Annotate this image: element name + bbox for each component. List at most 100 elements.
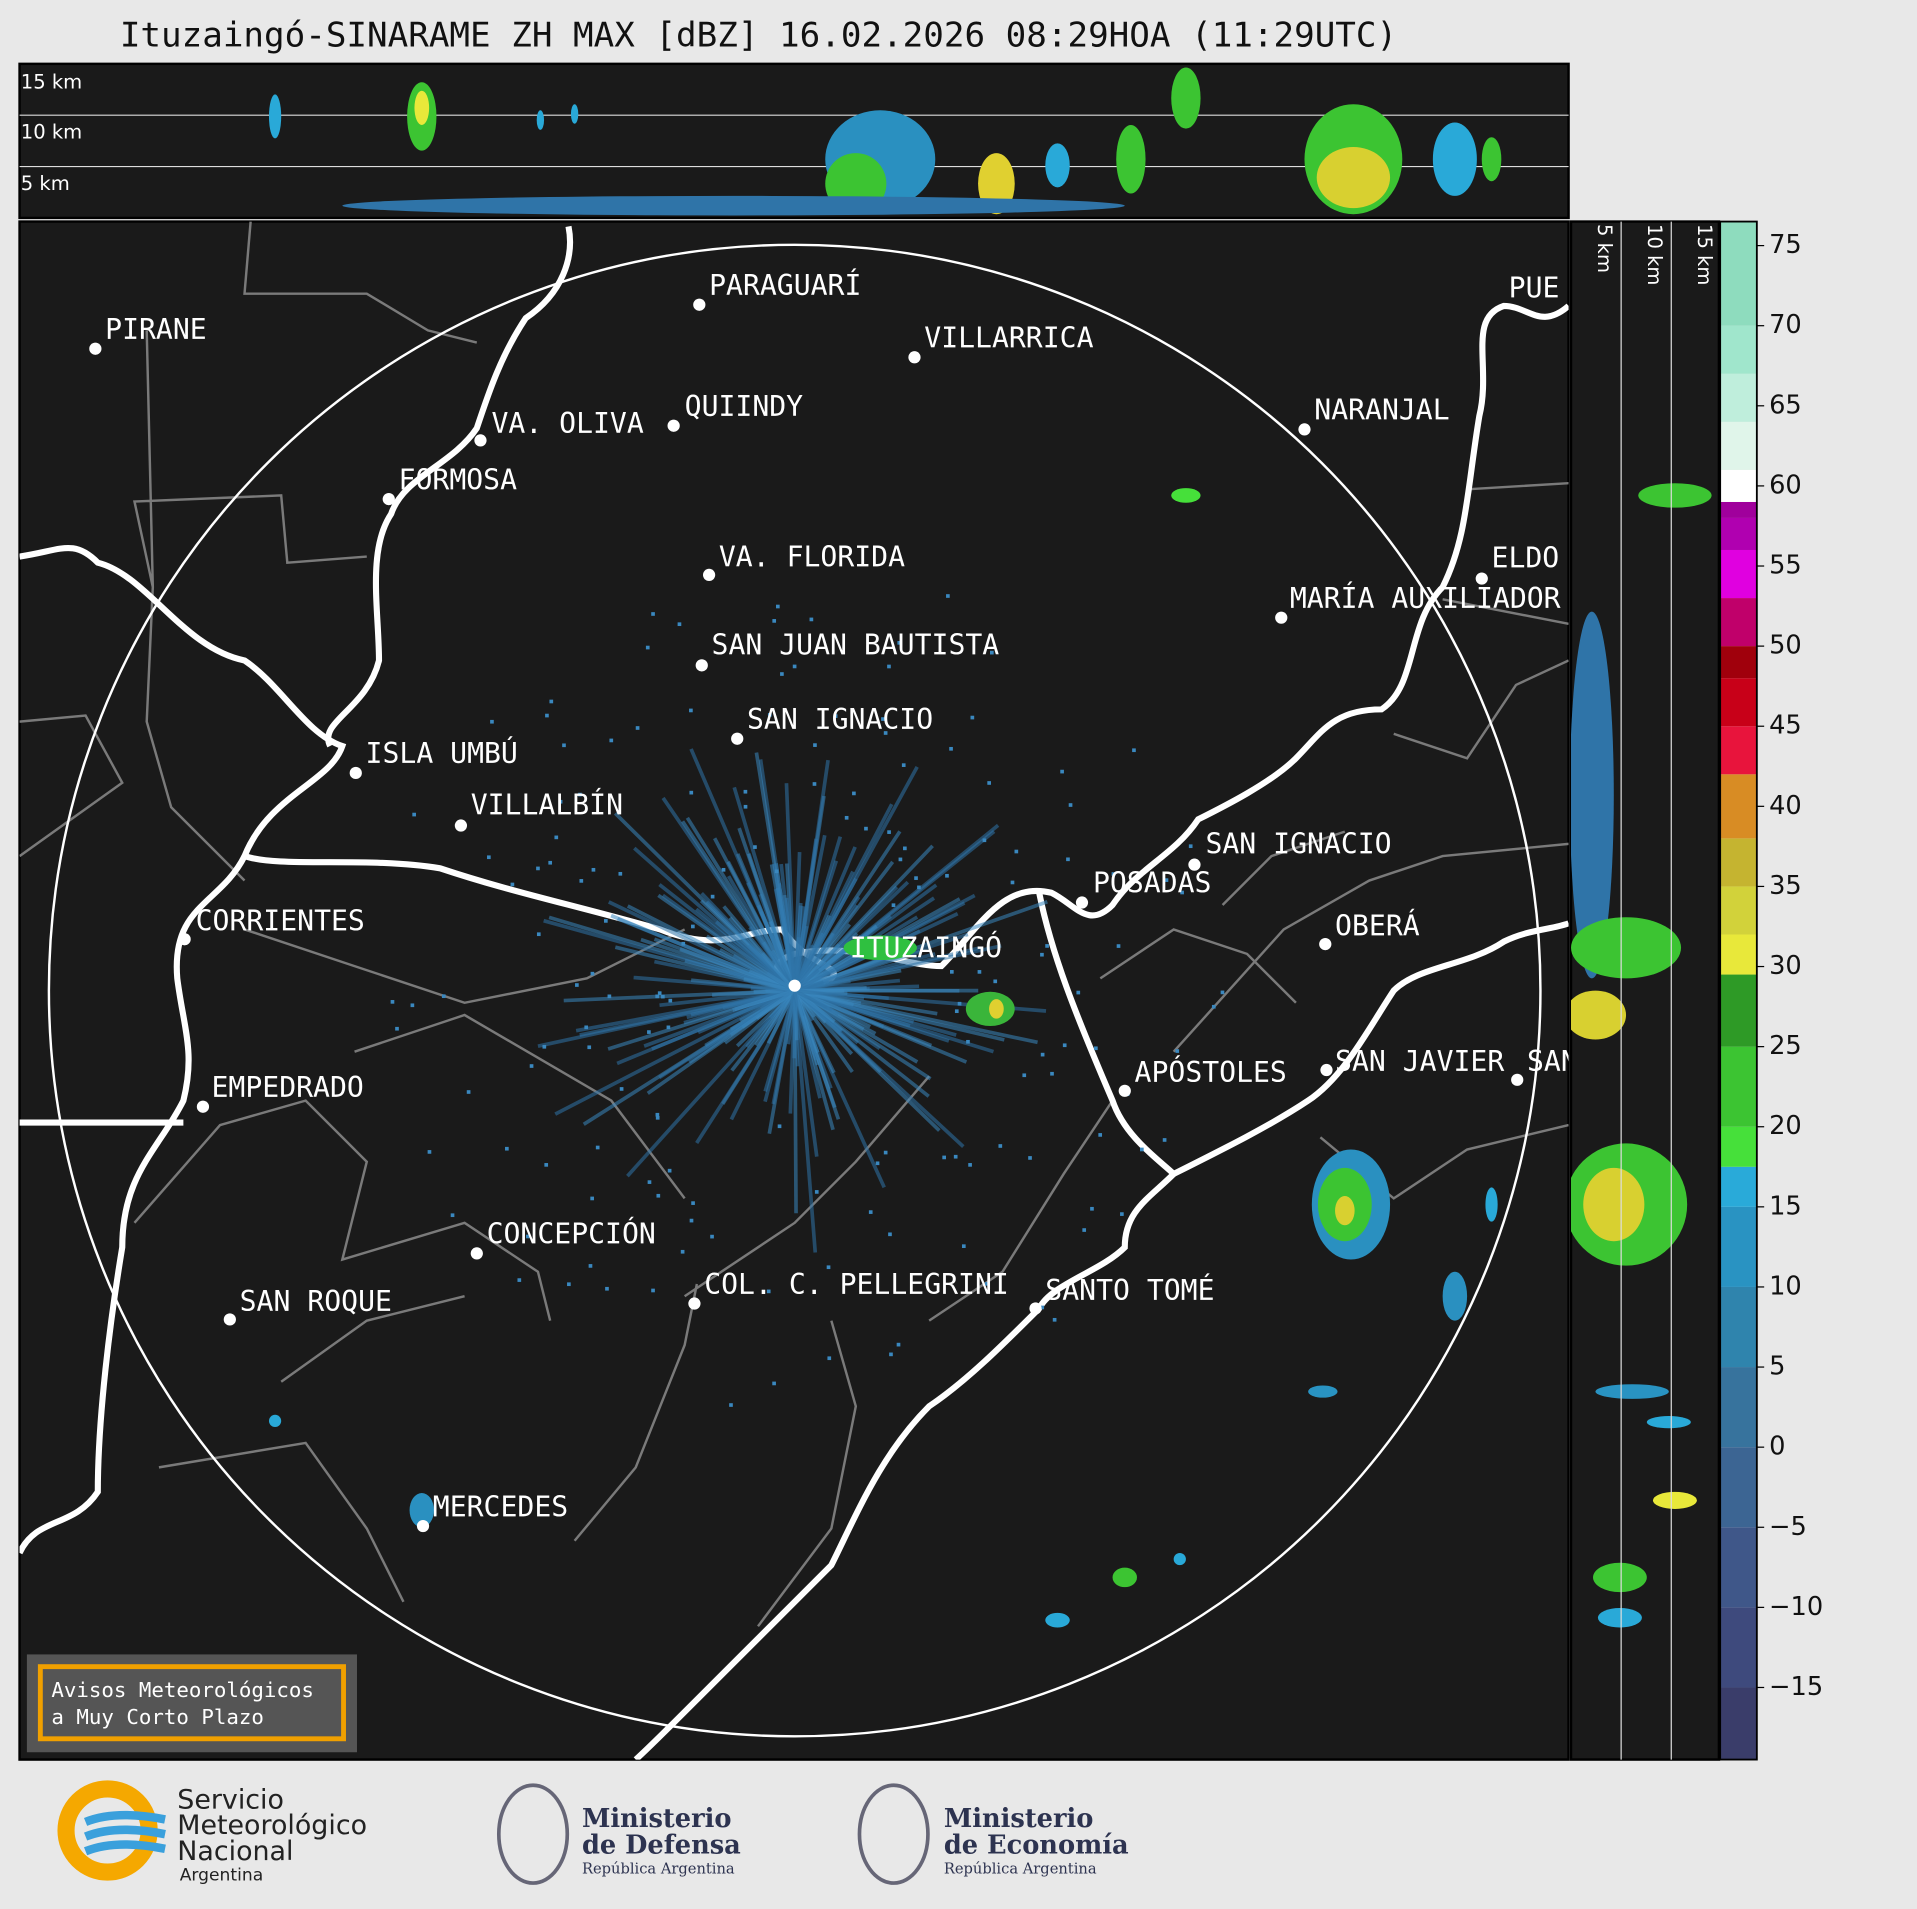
place-label: SAN ROQUE <box>240 1285 392 1318</box>
echo-speck <box>1220 990 1225 995</box>
ministry-text: Ministerio <box>582 1804 732 1834</box>
echo-speck <box>844 815 849 820</box>
smn-text: Argentina <box>180 1866 263 1886</box>
echo-speck <box>618 871 623 876</box>
echo-speck <box>898 857 903 862</box>
echo-speck <box>655 1112 660 1117</box>
place-label: QUIINDY <box>685 390 804 423</box>
place-label: APÓSTOLES <box>1135 1055 1287 1089</box>
echo-ray <box>610 913 796 993</box>
echo-speck <box>575 983 579 987</box>
place-label: SANTO TOMÉ <box>1045 1273 1214 1307</box>
echo-speck <box>812 782 817 786</box>
echo-speck <box>945 873 949 878</box>
echo-speck <box>647 1030 651 1034</box>
echo-ray <box>793 904 859 992</box>
echo-ray <box>793 988 968 1064</box>
echo-speck <box>1052 1317 1057 1322</box>
place-dot <box>1188 858 1201 871</box>
echo-speck <box>526 1234 530 1239</box>
colorbar-band <box>1720 1687 1757 1760</box>
shield <box>857 1783 930 1885</box>
echo-ray <box>633 975 795 993</box>
echo-ray <box>728 916 797 992</box>
place-label: POSADAS <box>1093 867 1211 900</box>
echo-speck <box>567 1282 571 1287</box>
radar-echoes <box>268 488 1498 1628</box>
echo-speck <box>1111 872 1116 876</box>
echo-speck <box>490 719 494 724</box>
echo-speck <box>775 604 780 609</box>
echo-speck <box>968 1163 972 1167</box>
colorbar-label: 65 <box>1769 390 1802 420</box>
colorbar-band <box>1720 838 1757 887</box>
echo-speck <box>961 1244 966 1249</box>
echo-ray <box>794 988 1038 1045</box>
echo-speck <box>517 1278 522 1282</box>
echo-cell <box>570 104 579 124</box>
echo-speck <box>1082 1228 1087 1232</box>
echo-cell <box>268 94 282 139</box>
echo-speck <box>1132 748 1136 753</box>
echo-speck <box>949 746 953 751</box>
echo-speck <box>780 672 784 676</box>
echo-speck <box>772 619 777 623</box>
echo-speck <box>901 763 906 767</box>
echo-cell <box>1595 1384 1669 1399</box>
colorbar-band <box>1720 726 1757 775</box>
echo-speck <box>777 1124 782 1129</box>
echo-speck <box>554 835 559 840</box>
echo-speck <box>1062 1043 1067 1048</box>
echo-speck <box>949 970 954 974</box>
echo-speck <box>609 738 614 743</box>
colorbar-band <box>1720 886 1757 935</box>
place-label: MERCEDES <box>433 1490 568 1523</box>
echo-speck <box>826 1265 831 1270</box>
colorbar-label: 50 <box>1769 631 1802 661</box>
warning-box[interactable] <box>26 1654 357 1753</box>
place-dot <box>731 732 744 745</box>
echo-ray <box>794 988 865 1001</box>
echo-cell <box>1045 143 1070 188</box>
echo-speck <box>668 998 673 1003</box>
colorbar-band <box>1720 646 1757 679</box>
place-label: VILLALBÍN <box>471 788 623 822</box>
echo-ray <box>579 988 796 1037</box>
place-dot <box>416 1519 430 1533</box>
colorbar-label: 75 <box>1769 230 1802 260</box>
echo-speck <box>833 714 838 718</box>
colorbar-label: 25 <box>1769 1031 1802 1061</box>
echo-speck <box>1162 1138 1167 1142</box>
place-dot <box>788 979 801 992</box>
title: Ituzaingó-SINARAME ZH MAX [dBZ] 16.02.20… <box>120 16 1397 56</box>
place-dot <box>1118 1084 1131 1097</box>
place-dot <box>196 1100 210 1113</box>
echo-speck <box>466 1090 471 1094</box>
echo-cell <box>409 1493 435 1528</box>
place-dot <box>349 766 362 780</box>
colorbar-band <box>1720 1447 1757 1528</box>
echo-speck <box>827 1356 832 1361</box>
echo-speck <box>1094 1046 1098 1051</box>
ministry-text: de Economía <box>944 1831 1129 1861</box>
colorbar-label: −10 <box>1769 1592 1823 1622</box>
place-dot <box>223 1313 236 1326</box>
colorbar-band <box>1720 421 1757 470</box>
echo-speck <box>657 991 662 995</box>
place-dot <box>1275 611 1288 624</box>
echo-speck <box>1211 1004 1216 1009</box>
colorbar-band <box>1720 221 1757 326</box>
colorbar-band <box>1720 974 1757 1047</box>
echo-speck <box>774 869 779 874</box>
echo-speck <box>1014 849 1019 854</box>
colorbar-band <box>1720 1607 1757 1688</box>
place-label: SAN IGNACIO <box>747 703 933 736</box>
echo-speck <box>677 622 682 627</box>
echo-speck <box>887 830 891 834</box>
echo-speck <box>987 781 991 785</box>
colorbar-band <box>1720 1367 1757 1448</box>
echo-speck <box>743 789 748 794</box>
place-label: PARAGUARÍ <box>709 268 861 302</box>
echo-cell <box>342 195 1125 216</box>
echo-speck <box>1040 952 1044 957</box>
